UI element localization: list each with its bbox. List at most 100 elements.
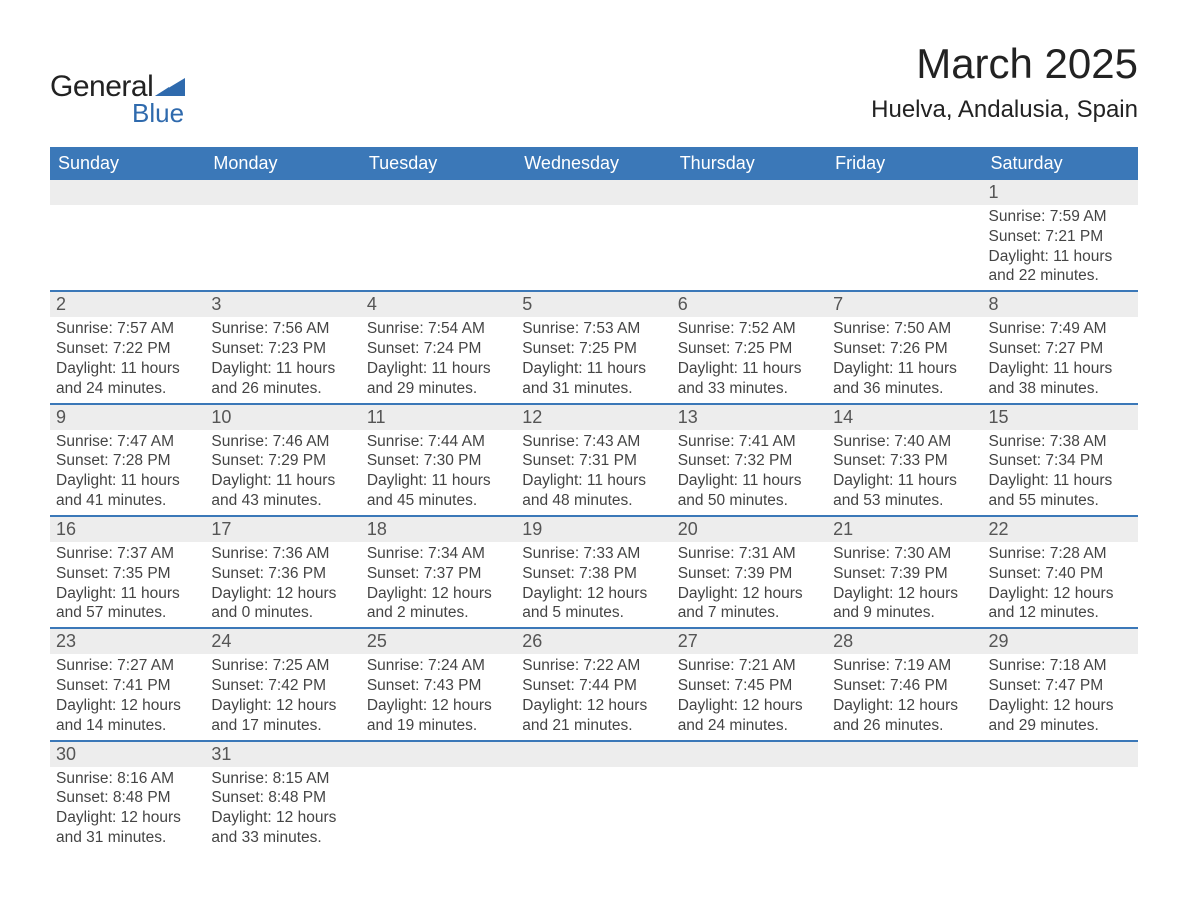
day-number: 21 — [827, 517, 982, 542]
sunrise-line: Sunrise: 7:40 AM — [833, 432, 976, 452]
daylight-line: Daylight: 12 hours and 17 minutes. — [211, 696, 354, 736]
day-body: Sunrise: 7:19 AMSunset: 7:46 PMDaylight:… — [827, 654, 982, 739]
sunrise-line: Sunrise: 8:16 AM — [56, 769, 199, 789]
day-body — [983, 767, 1138, 845]
calendar-day-cell: 4Sunrise: 7:54 AMSunset: 7:24 PMDaylight… — [361, 291, 516, 403]
daylight-line: Daylight: 12 hours and 7 minutes. — [678, 584, 821, 624]
daylight-line: Daylight: 12 hours and 21 minutes. — [522, 696, 665, 736]
day-number: 25 — [361, 629, 516, 654]
day-number: 2 — [50, 292, 205, 317]
day-body: Sunrise: 7:54 AMSunset: 7:24 PMDaylight:… — [361, 317, 516, 402]
calendar-day-cell — [361, 741, 516, 852]
sunset-line: Sunset: 7:24 PM — [367, 339, 510, 359]
day-body: Sunrise: 7:50 AMSunset: 7:26 PMDaylight:… — [827, 317, 982, 402]
day-number: 19 — [516, 517, 671, 542]
day-body — [827, 767, 982, 845]
sunrise-line: Sunrise: 7:34 AM — [367, 544, 510, 564]
calendar-day-cell: 6Sunrise: 7:52 AMSunset: 7:25 PMDaylight… — [672, 291, 827, 403]
sunrise-line: Sunrise: 7:53 AM — [522, 319, 665, 339]
calendar-day-cell: 22Sunrise: 7:28 AMSunset: 7:40 PMDayligh… — [983, 516, 1138, 628]
weekday-header: Sunday — [50, 147, 205, 180]
calendar-day-cell — [361, 180, 516, 291]
day-body: Sunrise: 7:41 AMSunset: 7:32 PMDaylight:… — [672, 430, 827, 515]
daylight-line: Daylight: 11 hours and 43 minutes. — [211, 471, 354, 511]
day-number: 10 — [205, 405, 360, 430]
sunrise-line: Sunrise: 7:59 AM — [989, 207, 1132, 227]
daylight-line: Daylight: 11 hours and 31 minutes. — [522, 359, 665, 399]
calendar-day-cell: 28Sunrise: 7:19 AMSunset: 7:46 PMDayligh… — [827, 628, 982, 740]
sunset-line: Sunset: 7:30 PM — [367, 451, 510, 471]
calendar-week-row: 9Sunrise: 7:47 AMSunset: 7:28 PMDaylight… — [50, 404, 1138, 516]
calendar-day-cell: 17Sunrise: 7:36 AMSunset: 7:36 PMDayligh… — [205, 516, 360, 628]
calendar-day-cell: 31Sunrise: 8:15 AMSunset: 8:48 PMDayligh… — [205, 741, 360, 852]
calendar-week-row: 23Sunrise: 7:27 AMSunset: 7:41 PMDayligh… — [50, 628, 1138, 740]
day-body — [361, 767, 516, 845]
sunrise-line: Sunrise: 7:37 AM — [56, 544, 199, 564]
day-number: 16 — [50, 517, 205, 542]
calendar-day-cell: 13Sunrise: 7:41 AMSunset: 7:32 PMDayligh… — [672, 404, 827, 516]
calendar-day-cell: 1Sunrise: 7:59 AMSunset: 7:21 PMDaylight… — [983, 180, 1138, 291]
day-body — [205, 205, 360, 283]
calendar-day-cell: 24Sunrise: 7:25 AMSunset: 7:42 PMDayligh… — [205, 628, 360, 740]
sunrise-line: Sunrise: 7:25 AM — [211, 656, 354, 676]
sunrise-line: Sunrise: 7:49 AM — [989, 319, 1132, 339]
day-number: 17 — [205, 517, 360, 542]
day-body: Sunrise: 7:24 AMSunset: 7:43 PMDaylight:… — [361, 654, 516, 739]
sunset-line: Sunset: 7:46 PM — [833, 676, 976, 696]
weekday-header-row: SundayMondayTuesdayWednesdayThursdayFrid… — [50, 147, 1138, 180]
day-body: Sunrise: 7:33 AMSunset: 7:38 PMDaylight:… — [516, 542, 671, 627]
calendar-week-row: 2Sunrise: 7:57 AMSunset: 7:22 PMDaylight… — [50, 291, 1138, 403]
calendar-day-cell — [516, 180, 671, 291]
weekday-header: Friday — [827, 147, 982, 180]
sunrise-line: Sunrise: 7:21 AM — [678, 656, 821, 676]
calendar-day-cell: 11Sunrise: 7:44 AMSunset: 7:30 PMDayligh… — [361, 404, 516, 516]
sunset-line: Sunset: 7:25 PM — [678, 339, 821, 359]
calendar-day-cell — [516, 741, 671, 852]
sunrise-line: Sunrise: 7:50 AM — [833, 319, 976, 339]
daylight-line: Daylight: 12 hours and 9 minutes. — [833, 584, 976, 624]
triangle-icon — [155, 78, 185, 96]
day-body — [672, 767, 827, 845]
sunset-line: Sunset: 7:32 PM — [678, 451, 821, 471]
sunset-line: Sunset: 7:21 PM — [989, 227, 1132, 247]
daylight-line: Daylight: 12 hours and 0 minutes. — [211, 584, 354, 624]
day-body: Sunrise: 7:49 AMSunset: 7:27 PMDaylight:… — [983, 317, 1138, 402]
sunrise-line: Sunrise: 8:15 AM — [211, 769, 354, 789]
sunset-line: Sunset: 7:35 PM — [56, 564, 199, 584]
calendar-day-cell: 3Sunrise: 7:56 AMSunset: 7:23 PMDaylight… — [205, 291, 360, 403]
daylight-line: Daylight: 11 hours and 33 minutes. — [678, 359, 821, 399]
daylight-line: Daylight: 12 hours and 31 minutes. — [56, 808, 199, 848]
sunset-line: Sunset: 7:23 PM — [211, 339, 354, 359]
daylight-line: Daylight: 12 hours and 26 minutes. — [833, 696, 976, 736]
sunrise-line: Sunrise: 7:28 AM — [989, 544, 1132, 564]
calendar-day-cell: 15Sunrise: 7:38 AMSunset: 7:34 PMDayligh… — [983, 404, 1138, 516]
day-body: Sunrise: 7:25 AMSunset: 7:42 PMDaylight:… — [205, 654, 360, 739]
calendar-day-cell: 10Sunrise: 7:46 AMSunset: 7:29 PMDayligh… — [205, 404, 360, 516]
day-number — [827, 742, 982, 767]
day-number: 27 — [672, 629, 827, 654]
day-body: Sunrise: 7:37 AMSunset: 7:35 PMDaylight:… — [50, 542, 205, 627]
day-number: 6 — [672, 292, 827, 317]
month-title: March 2025 — [871, 40, 1138, 88]
day-number: 1 — [983, 180, 1138, 205]
daylight-line: Daylight: 12 hours and 33 minutes. — [211, 808, 354, 848]
day-number — [983, 742, 1138, 767]
sunrise-line: Sunrise: 7:24 AM — [367, 656, 510, 676]
daylight-line: Daylight: 12 hours and 24 minutes. — [678, 696, 821, 736]
sunset-line: Sunset: 7:22 PM — [56, 339, 199, 359]
sunrise-line: Sunrise: 7:18 AM — [989, 656, 1132, 676]
daylight-line: Daylight: 11 hours and 55 minutes. — [989, 471, 1132, 511]
sunrise-line: Sunrise: 7:31 AM — [678, 544, 821, 564]
sunrise-line: Sunrise: 7:22 AM — [522, 656, 665, 676]
sunrise-line: Sunrise: 7:54 AM — [367, 319, 510, 339]
daylight-line: Daylight: 11 hours and 22 minutes. — [989, 247, 1132, 287]
day-number: 8 — [983, 292, 1138, 317]
calendar-day-cell: 19Sunrise: 7:33 AMSunset: 7:38 PMDayligh… — [516, 516, 671, 628]
day-body: Sunrise: 7:40 AMSunset: 7:33 PMDaylight:… — [827, 430, 982, 515]
day-body: Sunrise: 7:22 AMSunset: 7:44 PMDaylight:… — [516, 654, 671, 739]
sunset-line: Sunset: 7:44 PM — [522, 676, 665, 696]
daylight-line: Daylight: 11 hours and 45 minutes. — [367, 471, 510, 511]
sunset-line: Sunset: 7:29 PM — [211, 451, 354, 471]
weekday-header: Thursday — [672, 147, 827, 180]
logo-text-blue: Blue — [132, 98, 185, 129]
